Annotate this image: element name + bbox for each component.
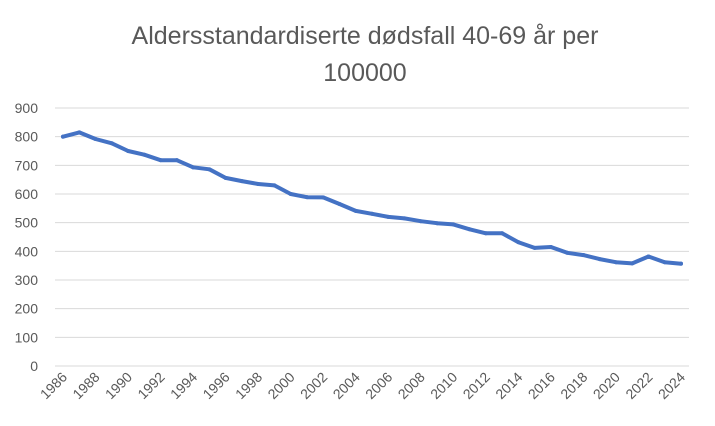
data-point-2021 [630,261,635,266]
gridlines [55,107,689,367]
data-point-1986 [61,134,65,139]
y-tick-label: 900 [15,100,39,116]
y-tick-label: 700 [15,157,39,173]
data-point-2006 [386,214,391,219]
data-points [61,130,683,266]
chart-title-line-1: Aldersstandardiserte dødsfall 40-69 år p… [131,22,599,50]
x-tick-label: 2004 [330,369,363,402]
data-point-2003 [337,202,342,207]
x-tick-label: 2002 [297,369,330,402]
data-point-2014 [516,240,521,245]
data-point-2012 [483,231,488,236]
data-point-2005 [370,211,374,216]
x-tick-label: 1996 [199,369,232,402]
x-tick-label: 2008 [395,369,428,402]
data-point-2013 [500,231,505,236]
y-tick-label: 600 [15,186,39,202]
data-point-1990 [126,149,131,153]
y-tick-label: 200 [15,301,39,317]
y-tick-label: 300 [15,272,39,288]
data-point-2018 [581,253,586,258]
y-axis-tick-labels: 0 100 200 300 400 500 600 700 800 900 [15,100,39,374]
data-point-1988 [93,136,98,141]
data-point-2022 [646,254,651,259]
data-point-2009 [435,221,440,226]
chart-title: Aldersstandardiserte dødsfall 40-69 år p… [0,18,715,92]
data-point-2011 [467,227,472,232]
x-tick-label: 2024 [655,369,688,402]
x-tick-label: 2016 [525,369,558,402]
x-tick-label: 1998 [232,369,265,402]
data-point-1994 [191,165,196,170]
x-tick-label: 2022 [622,369,655,402]
x-tick-label: 2006 [362,369,395,402]
data-point-1991 [142,152,147,157]
y-tick-label: 0 [30,358,38,374]
chart-title-line-2: 100000 [323,59,407,87]
data-point-2007 [402,216,407,221]
data-point-2008 [418,219,423,224]
x-tick-label: 2010 [427,369,460,402]
x-tick-label: 2012 [460,369,493,402]
data-point-2019 [597,257,602,262]
data-point-2001 [304,195,309,200]
x-tick-label: 1994 [167,369,200,402]
data-point-2023 [662,260,667,265]
data-point-1996 [223,175,228,180]
data-point-2004 [353,208,358,213]
x-tick-label: 2020 [590,369,623,402]
x-tick-label: 1992 [134,369,167,402]
y-tick-label: 800 [15,129,39,145]
series-line [61,130,683,266]
data-point-1989 [109,141,114,146]
data-point-2010 [451,222,456,227]
x-tick-label: 2000 [264,369,297,402]
data-point-2020 [613,260,618,265]
y-tick-label: 400 [15,243,39,259]
x-tick-label: 1990 [102,369,135,402]
data-point-2002 [321,195,326,200]
data-point-2024 [679,261,683,266]
y-tick-label: 100 [15,329,39,345]
data-point-2015 [532,245,537,250]
data-point-2016 [548,245,553,250]
data-point-1992 [158,158,163,163]
data-point-1999 [272,183,277,188]
data-point-1995 [207,167,212,172]
x-tick-label: 1986 [37,369,70,402]
x-axis-tick-labels: 1986 1988 1990 1992 1994 1996 1998 2000 2002 2004… [37,369,688,402]
data-point-1997 [239,179,244,184]
x-tick-label: 2014 [492,369,525,402]
y-tick-label: 500 [15,215,39,231]
series-group [61,130,683,266]
data-point-1998 [256,181,261,186]
data-point-1993 [174,158,179,163]
data-point-2017 [565,250,570,255]
x-tick-label: 1988 [69,369,102,402]
data-point-1987 [77,130,82,135]
data-point-2000 [288,192,293,196]
x-tick-label: 2018 [557,369,590,402]
